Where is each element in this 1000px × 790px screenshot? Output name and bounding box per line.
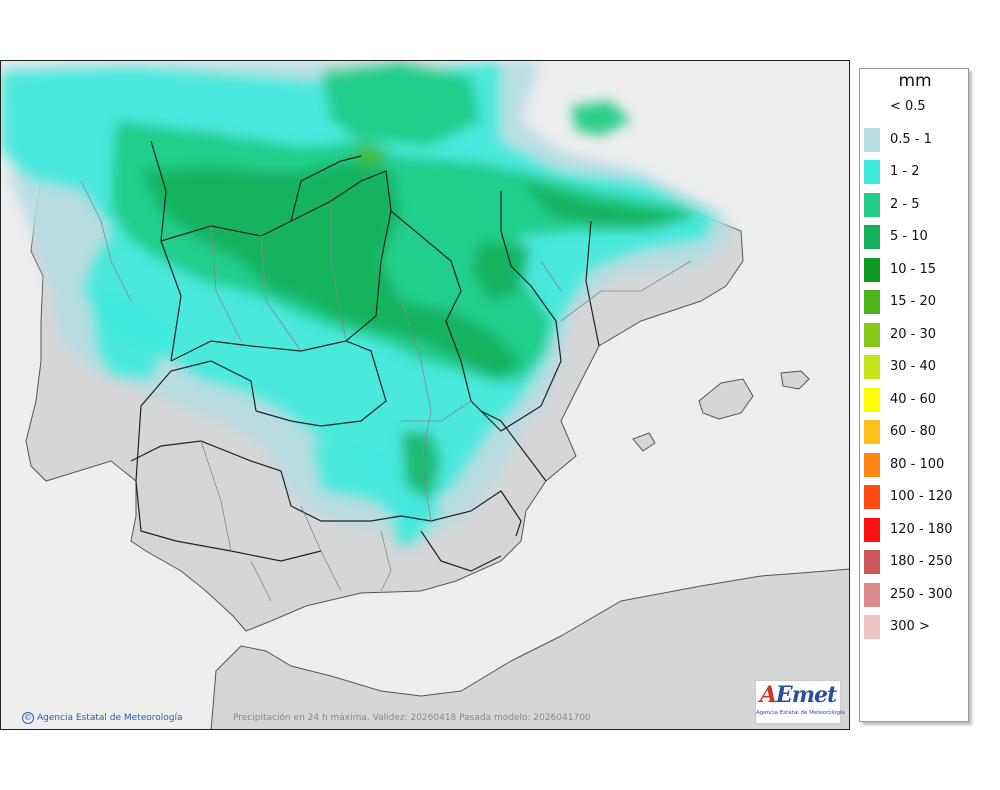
mallorca-island <box>698 378 754 420</box>
copyright-text: Agencia Estatal de Meteorología <box>37 713 183 723</box>
map-caption: Precipitación en 24 h máxima. Validez: 2… <box>233 713 591 723</box>
legend-label: 120 - 180 <box>890 521 953 537</box>
legend-label: 250 - 300 <box>890 586 953 602</box>
legend-label: 15 - 20 <box>890 294 937 309</box>
legend-item: < 0.5 <box>864 95 968 119</box>
legend-item: 80 - 100 <box>864 452 968 477</box>
copyright-notice: © Agencia Estatal de Meteorología <box>22 712 183 724</box>
legend-item: 60 - 80 <box>864 420 968 444</box>
legend-label: < 0.5 <box>890 99 926 114</box>
legend-label: 1 - 2 <box>890 164 920 179</box>
legend-label: 10 - 15 <box>890 261 937 277</box>
legend-item: 250 - 300 <box>864 582 968 607</box>
legend-item: 10 - 15 <box>864 257 968 282</box>
legend-label: 60 - 80 <box>890 424 937 439</box>
legend-label: 30 - 40 <box>890 359 937 374</box>
north-africa-land <box>210 568 849 729</box>
logo-wordmark: AEmet <box>759 682 837 708</box>
legend-swatch <box>864 127 880 152</box>
legend-item: 5 - 10 <box>864 225 968 249</box>
legend-item: 120 - 180 <box>864 517 968 542</box>
legend-swatch <box>864 582 880 607</box>
ibiza-island <box>632 432 656 452</box>
legend-item: 15 - 20 <box>864 290 968 314</box>
map-canvas <box>1 61 849 729</box>
legend-label: 20 - 30 <box>890 326 937 342</box>
legend-swatch <box>864 290 880 314</box>
region-borders <box>130 140 600 572</box>
legend-unit: mm <box>898 71 932 91</box>
precipitation-map <box>0 60 850 730</box>
legend-label: 0.5 - 1 <box>890 131 932 147</box>
precipitation-legend: mm < 0.5 0.5 - 1 1 - 2 2 - 5 5 - 10 10 - 15 15… <box>859 68 969 722</box>
legend-swatch <box>864 355 880 379</box>
legend-swatch <box>864 615 880 639</box>
legend-label: 180 - 250 <box>890 554 953 569</box>
copyright-icon: © <box>22 712 34 724</box>
legend-swatch <box>864 387 880 412</box>
legend-item: 2 - 5 <box>864 192 968 217</box>
legend-swatch <box>864 420 880 444</box>
legend-label: 80 - 100 <box>890 456 945 472</box>
menorca-island <box>780 370 810 390</box>
legend-item: 20 - 30 <box>864 322 968 347</box>
legend-swatch <box>864 517 880 542</box>
legend-item: 180 - 250 <box>864 550 968 574</box>
aemet-logo: AEmet Agencia Estatal de Meteorología <box>755 680 845 724</box>
province-borders <box>80 180 692 602</box>
legend-swatch <box>864 257 880 282</box>
legend-swatch <box>864 452 880 477</box>
legend-item: 300 > <box>864 615 968 639</box>
legend-swatch <box>864 322 880 347</box>
legend-label: 2 - 5 <box>890 196 920 212</box>
legend-swatch <box>864 550 880 574</box>
legend-item: 40 - 60 <box>864 387 968 412</box>
legend-swatch <box>864 225 880 249</box>
precipitation-layer <box>1 61 736 546</box>
legend-swatch <box>864 192 880 217</box>
legend-label: 300 > <box>890 619 930 634</box>
legend-item: 100 - 120 <box>864 485 968 509</box>
legend-label: 40 - 60 <box>890 391 937 407</box>
legend-item: 0.5 - 1 <box>864 127 968 152</box>
legend-swatch <box>864 160 880 184</box>
legend-swatch <box>864 95 880 119</box>
logo-subtitle: Agencia Estatal de Meteorología <box>756 710 845 716</box>
legend-label: 100 - 120 <box>890 489 953 504</box>
legend-swatch <box>864 485 880 509</box>
legend-item: 30 - 40 <box>864 355 968 379</box>
legend-label: 5 - 10 <box>890 229 928 244</box>
legend-item: 1 - 2 <box>864 160 968 184</box>
